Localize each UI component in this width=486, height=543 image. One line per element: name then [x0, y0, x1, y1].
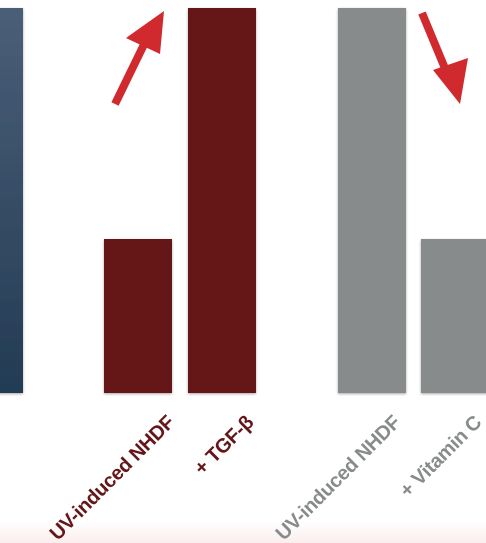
increase-arrow	[111, 11, 164, 106]
labels-layer: UV-induced NHDF + TGF-β UV-induced NHDF+ V…	[46, 412, 486, 543]
bar-vitamin-c-4	[421, 239, 486, 393]
bar-tgf-2	[188, 8, 256, 393]
category-label-4: + Vitamin C	[396, 412, 486, 502]
category-label-2: + TGF-β	[190, 412, 258, 480]
bars-layer	[0, 8, 486, 393]
category-label-3: UV-induced NHDF	[272, 412, 405, 543]
bar-uv-induced-nhdf-1	[104, 239, 172, 393]
bar-cropped-0	[0, 8, 23, 393]
decrease-arrow	[418, 11, 468, 104]
category-label-1: UV-induced NHDF	[46, 412, 179, 543]
bottom-band	[0, 521, 486, 543]
bar-uv-induced-nhdf-3	[338, 8, 406, 393]
